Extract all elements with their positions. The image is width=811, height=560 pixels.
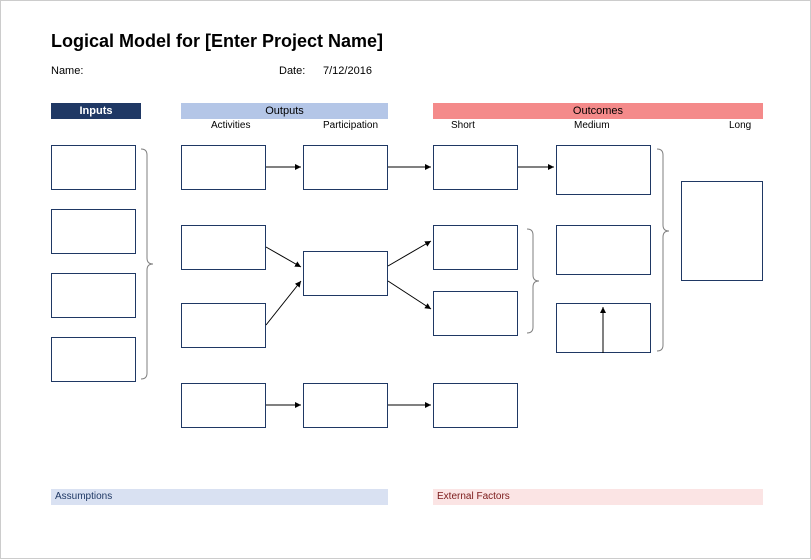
header-outputs: Outputs bbox=[181, 103, 388, 119]
subheader-medium: Medium bbox=[574, 120, 610, 131]
input-box bbox=[51, 273, 136, 318]
header-inputs: Inputs bbox=[51, 103, 141, 119]
long-outcome-box bbox=[681, 181, 763, 281]
arrow bbox=[388, 281, 431, 309]
subheader-short: Short bbox=[451, 120, 475, 131]
brace bbox=[527, 229, 539, 333]
date-label: Date: bbox=[279, 65, 305, 77]
short-outcome-box bbox=[433, 145, 518, 190]
participation-box bbox=[303, 251, 388, 296]
input-box bbox=[51, 209, 136, 254]
subheader-participation: Participation bbox=[323, 120, 378, 131]
subheader-long: Long bbox=[729, 120, 751, 131]
arrow bbox=[266, 247, 301, 267]
activity-box bbox=[181, 225, 266, 270]
brace bbox=[657, 149, 669, 351]
participation-box bbox=[303, 383, 388, 428]
input-box bbox=[51, 337, 136, 382]
name-label: Name: bbox=[51, 65, 83, 77]
activity-box bbox=[181, 303, 266, 348]
band-assumptions: Assumptions bbox=[51, 489, 388, 505]
arrow bbox=[266, 281, 301, 325]
band-external-factors: External Factors bbox=[433, 489, 763, 505]
medium-outcome-box bbox=[556, 303, 651, 353]
activity-box bbox=[181, 145, 266, 190]
medium-outcome-box bbox=[556, 225, 651, 275]
date-value: 7/12/2016 bbox=[323, 65, 372, 77]
participation-box bbox=[303, 145, 388, 190]
header-outcomes: Outcomes bbox=[433, 103, 763, 119]
page-title: Logical Model for [Enter Project Name] bbox=[51, 31, 383, 52]
input-box bbox=[51, 145, 136, 190]
medium-outcome-box bbox=[556, 145, 651, 195]
arrow bbox=[388, 241, 431, 266]
activity-box bbox=[181, 383, 266, 428]
brace bbox=[141, 149, 153, 379]
short-outcome-box bbox=[433, 383, 518, 428]
short-outcome-box bbox=[433, 225, 518, 270]
subheader-activities: Activities bbox=[211, 120, 250, 131]
short-outcome-box bbox=[433, 291, 518, 336]
diagram-canvas: Logical Model for [Enter Project Name] N… bbox=[0, 0, 811, 559]
